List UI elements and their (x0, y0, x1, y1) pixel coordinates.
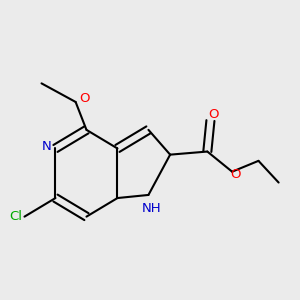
Text: NH: NH (142, 202, 161, 215)
Text: Cl: Cl (9, 210, 22, 223)
Text: O: O (208, 109, 219, 122)
Text: N: N (41, 140, 51, 153)
Text: O: O (79, 92, 89, 105)
Text: O: O (230, 168, 241, 181)
